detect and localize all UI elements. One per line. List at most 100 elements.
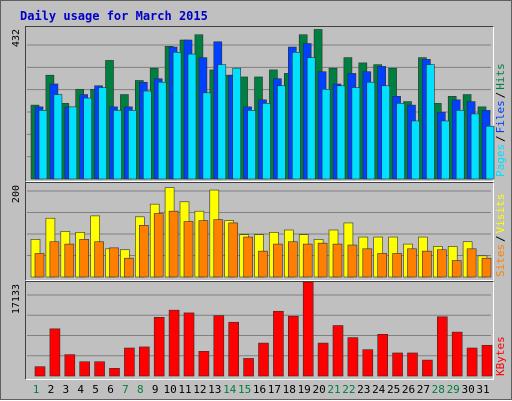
bar-pages: [217, 64, 227, 180]
x-axis-day-label: 20: [312, 383, 325, 396]
legend-hits: Hits: [494, 63, 507, 90]
bar-kbytes: [407, 352, 418, 377]
bar-pages: [381, 85, 391, 180]
bar-pages: [396, 103, 405, 180]
bar-kbytes: [332, 325, 344, 377]
x-axis-day-label: 18: [283, 383, 296, 396]
bar-kbytes: [451, 331, 463, 377]
bar-sites: [79, 239, 89, 278]
x-axis-day-label: 10: [163, 383, 176, 396]
bar-kbytes: [124, 347, 135, 377]
bar-sites: [407, 248, 417, 278]
y-axis-max-label: 17133: [11, 284, 22, 314]
bar-kbytes: [273, 310, 284, 377]
bar-kbytes: [317, 342, 329, 377]
bar-kbytes: [34, 366, 46, 377]
bar-pages: [321, 88, 331, 180]
x-axis-day-label: 16: [253, 383, 266, 396]
bar-sites: [109, 247, 119, 278]
bar-sites: [466, 248, 477, 278]
bar-pages: [172, 52, 182, 180]
x-axis-day-label: 28: [432, 383, 445, 396]
bar-sites: [392, 253, 402, 278]
bar-pages: [426, 64, 435, 180]
bar-sites: [287, 241, 298, 278]
legend-kbytes: KBytes: [494, 336, 507, 376]
bar-pages: [277, 85, 286, 180]
x-axis-day-label: 23: [357, 383, 370, 396]
bar-sites: [377, 253, 388, 278]
x-axis-day-label: 14: [223, 383, 237, 396]
x-axis-day-label: 11: [178, 383, 191, 396]
bar-sites: [362, 248, 373, 278]
bar-sites: [153, 213, 164, 278]
bar-sites: [317, 242, 328, 278]
x-axis-day-label: 15: [238, 383, 251, 396]
bar-kbytes: [243, 358, 254, 377]
bar-kbytes: [49, 328, 61, 377]
bar-sites: [213, 219, 224, 278]
bar-pages: [351, 87, 361, 180]
x-axis-day-label: 5: [92, 383, 99, 396]
bar-sites: [481, 257, 492, 278]
bar-pages: [98, 87, 107, 180]
bar-pages: [455, 110, 465, 180]
bar-kbytes: [79, 361, 90, 377]
bar-sites: [64, 243, 75, 278]
x-axis-day-label: 30: [461, 383, 474, 396]
bar-pages: [157, 81, 167, 180]
x-axis-day-label: 7: [122, 383, 129, 396]
bar-pages: [187, 53, 197, 180]
bar-sites: [139, 225, 149, 278]
bar-pages: [485, 125, 495, 180]
legend-pages: Pages: [494, 144, 507, 177]
bar-kbytes: [109, 368, 120, 377]
bar-pages: [53, 94, 63, 180]
bar-pages: [83, 97, 92, 180]
x-axis-day-label: 3: [62, 383, 69, 396]
x-axis-day-label: 1: [33, 383, 40, 396]
bar-sites: [273, 243, 283, 278]
bar-pages: [306, 57, 316, 180]
bar-kbytes: [302, 281, 314, 377]
x-axis-day-label: 8: [137, 383, 144, 396]
bar-sites: [302, 243, 313, 278]
bar-kbytes: [422, 359, 433, 377]
legend-visits: Visits: [494, 194, 507, 234]
bar-pages: [68, 106, 78, 180]
bar-kbytes: [198, 351, 210, 377]
y-axis-max-label: 432: [11, 29, 22, 47]
x-axis-day-label: 6: [107, 383, 114, 396]
bar-sites: [258, 250, 268, 278]
legend-separator: /: [494, 135, 507, 142]
bar-kbytes: [258, 342, 269, 377]
bar-kbytes: [436, 316, 448, 377]
x-axis-day-label: 27: [417, 383, 430, 396]
bar-kbytes: [466, 347, 478, 377]
x-axis-day-label: 4: [77, 383, 84, 396]
x-axis-day-label: 17: [268, 383, 281, 396]
bar-sites: [451, 260, 462, 278]
bar-kbytes: [139, 346, 150, 377]
x-axis-day-label: 26: [402, 383, 415, 396]
bar-sites: [243, 236, 253, 278]
bar-pages: [470, 113, 480, 180]
bar-pages: [291, 52, 301, 180]
bar-sites: [168, 210, 179, 278]
bar-sites: [228, 222, 238, 278]
bar-pages: [38, 110, 48, 180]
bar-sites: [347, 244, 358, 278]
legend-files: Files: [494, 100, 507, 133]
bar-kbytes: [287, 315, 299, 377]
bar-sites: [436, 249, 447, 278]
bar-kbytes: [362, 349, 374, 377]
bar-pages: [247, 110, 256, 180]
bar-kbytes: [481, 344, 493, 377]
bar-sites: [422, 250, 432, 278]
bar-pages: [232, 67, 241, 180]
x-axis-day-label: 13: [208, 383, 221, 396]
x-axis-day-label: 12: [193, 383, 206, 396]
x-axis-day-label: 21: [327, 383, 340, 396]
legend-separator: /: [494, 235, 507, 242]
bar-sites: [183, 221, 194, 278]
